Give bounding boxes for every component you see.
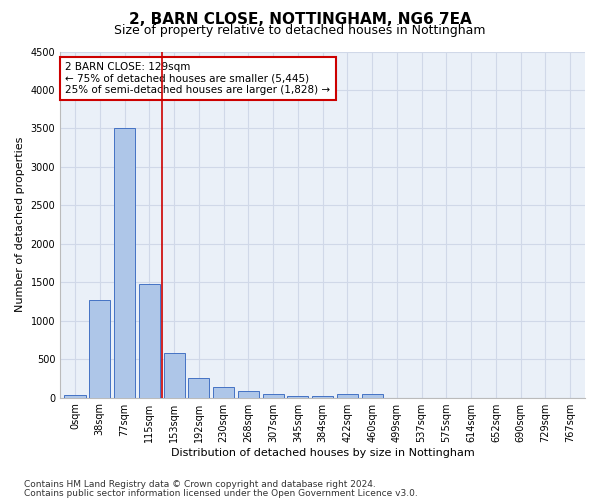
- Bar: [213, 387, 234, 398]
- Bar: [64, 396, 86, 398]
- Text: Size of property relative to detached houses in Nottingham: Size of property relative to detached ho…: [114, 24, 486, 37]
- Bar: [188, 378, 209, 398]
- Bar: [312, 396, 333, 398]
- Text: Contains HM Land Registry data © Crown copyright and database right 2024.: Contains HM Land Registry data © Crown c…: [24, 480, 376, 489]
- Bar: [263, 394, 284, 398]
- Text: 2 BARN CLOSE: 129sqm
← 75% of detached houses are smaller (5,445)
25% of semi-de: 2 BARN CLOSE: 129sqm ← 75% of detached h…: [65, 62, 331, 95]
- X-axis label: Distribution of detached houses by size in Nottingham: Distribution of detached houses by size …: [171, 448, 475, 458]
- Bar: [362, 394, 383, 398]
- Bar: [139, 284, 160, 398]
- Bar: [89, 300, 110, 398]
- Bar: [164, 353, 185, 398]
- Text: 2, BARN CLOSE, NOTTINGHAM, NG6 7EA: 2, BARN CLOSE, NOTTINGHAM, NG6 7EA: [128, 12, 472, 28]
- Bar: [238, 390, 259, 398]
- Y-axis label: Number of detached properties: Number of detached properties: [15, 137, 25, 312]
- Bar: [114, 128, 135, 398]
- Text: Contains public sector information licensed under the Open Government Licence v3: Contains public sector information licen…: [24, 489, 418, 498]
- Bar: [337, 394, 358, 398]
- Bar: [287, 396, 308, 398]
